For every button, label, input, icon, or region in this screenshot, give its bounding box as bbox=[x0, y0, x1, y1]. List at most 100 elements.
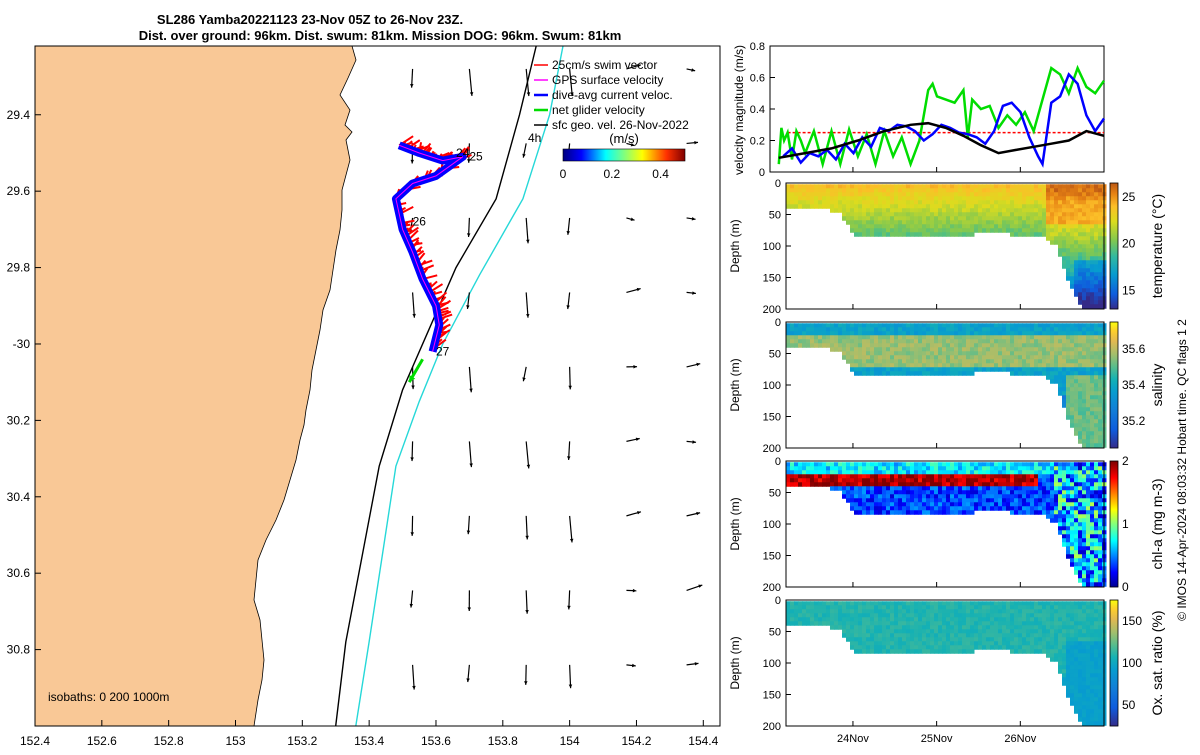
depth-cell bbox=[1082, 530, 1087, 535]
depth-cell bbox=[906, 613, 911, 618]
depth-cell bbox=[858, 601, 863, 606]
depth-cell bbox=[994, 331, 999, 336]
depth-cell bbox=[846, 347, 851, 352]
depth-cell bbox=[854, 621, 859, 626]
depth-cell bbox=[1022, 645, 1027, 650]
depth-cell bbox=[1030, 335, 1035, 340]
depth-cell bbox=[878, 613, 883, 618]
depth-cell bbox=[1070, 526, 1075, 531]
depth-cell bbox=[998, 200, 1003, 205]
depth-cell bbox=[1086, 542, 1091, 547]
depth-cell bbox=[1054, 343, 1059, 348]
depth-cell bbox=[898, 613, 903, 618]
depth-cell bbox=[862, 466, 867, 471]
depth-cell bbox=[1098, 558, 1103, 563]
depth-cell bbox=[898, 192, 903, 197]
depth-cell bbox=[962, 347, 967, 352]
depth-cell bbox=[1014, 327, 1019, 332]
depth-cell bbox=[990, 490, 995, 495]
depth-cell bbox=[1022, 331, 1027, 336]
depth-cell bbox=[1070, 359, 1075, 364]
depth-cell bbox=[1098, 331, 1103, 336]
depth-cell bbox=[994, 605, 999, 610]
depth-cell bbox=[1050, 367, 1055, 372]
depth-cell bbox=[906, 327, 911, 332]
depth-cell bbox=[882, 633, 887, 638]
depth-cell bbox=[938, 220, 943, 225]
depth-cell bbox=[938, 367, 943, 372]
depth-cell bbox=[1098, 375, 1103, 380]
depth-cell bbox=[1078, 669, 1083, 674]
depth-cell bbox=[1022, 490, 1027, 495]
depth-cell bbox=[1094, 355, 1099, 360]
depth-cell bbox=[1010, 347, 1015, 352]
depth-cell bbox=[1038, 355, 1043, 360]
depth-cell bbox=[930, 605, 935, 610]
depth-cell bbox=[1074, 542, 1079, 547]
depth-cell bbox=[1062, 482, 1067, 487]
depth-cell bbox=[914, 617, 919, 622]
depth-cell bbox=[858, 506, 863, 511]
depth-cell bbox=[1002, 617, 1007, 622]
depth-cell bbox=[1006, 482, 1011, 487]
depth-cell bbox=[894, 220, 899, 225]
depth-cell bbox=[1094, 228, 1099, 233]
depth-cell bbox=[926, 510, 931, 515]
depth-cell bbox=[946, 462, 951, 467]
depth-cell bbox=[918, 220, 923, 225]
depth-cell bbox=[1046, 208, 1051, 213]
depth-cell bbox=[882, 649, 887, 654]
depth-cell bbox=[998, 502, 1003, 507]
depth-cell bbox=[1050, 240, 1055, 245]
depth-cell bbox=[838, 208, 843, 213]
depth-cell bbox=[870, 629, 875, 634]
depth-cell bbox=[1062, 681, 1067, 686]
depth-cell bbox=[1090, 431, 1095, 436]
depth-cell bbox=[822, 466, 827, 471]
map-x-tick-label: 153 bbox=[225, 734, 245, 748]
depth-cell bbox=[1070, 506, 1075, 511]
depth-cell bbox=[998, 601, 1003, 606]
depth-cell bbox=[1010, 204, 1015, 209]
depth-cell bbox=[1054, 355, 1059, 360]
depth-cell bbox=[1022, 478, 1027, 483]
depth-cell bbox=[1090, 351, 1095, 356]
depth-cell bbox=[918, 339, 923, 344]
depth-cell bbox=[990, 478, 995, 483]
cbar-tick-label: 15 bbox=[1122, 283, 1136, 297]
depth-cell bbox=[1086, 224, 1091, 229]
depth-cell bbox=[1010, 494, 1015, 499]
depth-cell bbox=[854, 367, 859, 372]
depth-cell bbox=[1090, 506, 1095, 511]
depth-cell bbox=[870, 220, 875, 225]
depth-cell bbox=[814, 323, 819, 328]
depth-cell bbox=[1074, 260, 1079, 265]
depth-cell bbox=[998, 605, 1003, 610]
depth-cell bbox=[858, 474, 863, 479]
depth-cell bbox=[878, 470, 883, 475]
depth-cell bbox=[846, 621, 851, 626]
depth-cell bbox=[926, 645, 931, 650]
depth-cell bbox=[862, 478, 867, 483]
depth-cell bbox=[986, 621, 991, 626]
depth-cell bbox=[1062, 403, 1067, 408]
depth-cell bbox=[1066, 208, 1071, 213]
depth-cell bbox=[942, 466, 947, 471]
depth-cell bbox=[1082, 359, 1087, 364]
depth-cell bbox=[1046, 649, 1051, 654]
depth-cell bbox=[890, 363, 895, 368]
depth-cell bbox=[966, 482, 971, 487]
depth-cell bbox=[1034, 637, 1039, 642]
depth-cell bbox=[906, 462, 911, 467]
depth-cell bbox=[1078, 415, 1083, 420]
depth-cell bbox=[1094, 383, 1099, 388]
depth-cell bbox=[1074, 216, 1079, 221]
depth-cell bbox=[870, 204, 875, 209]
depth-cell bbox=[966, 466, 971, 471]
depth-cell bbox=[986, 351, 991, 356]
depth-cell bbox=[1074, 375, 1079, 380]
depth-cell bbox=[934, 510, 939, 515]
depth-cell bbox=[950, 613, 955, 618]
depth-cell bbox=[1094, 331, 1099, 336]
depth-cell bbox=[894, 478, 899, 483]
